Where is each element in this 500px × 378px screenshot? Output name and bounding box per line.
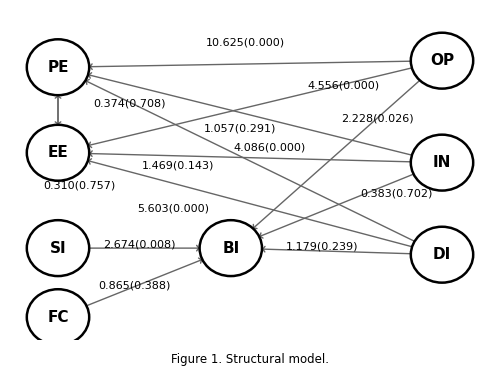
- Ellipse shape: [27, 39, 89, 95]
- Text: 0.374(0.708): 0.374(0.708): [94, 98, 166, 108]
- Ellipse shape: [411, 227, 473, 283]
- Text: EE: EE: [48, 145, 68, 160]
- Text: IN: IN: [433, 155, 451, 170]
- Ellipse shape: [27, 220, 89, 276]
- Text: 4.556(0.000): 4.556(0.000): [308, 81, 380, 90]
- Ellipse shape: [411, 135, 473, 191]
- Text: DI: DI: [433, 247, 451, 262]
- Text: 1.469(0.143): 1.469(0.143): [142, 161, 214, 171]
- Text: 2.228(0.026): 2.228(0.026): [341, 113, 414, 123]
- Ellipse shape: [27, 125, 89, 181]
- Text: SI: SI: [50, 241, 66, 256]
- Text: FC: FC: [47, 310, 69, 325]
- Text: 0.383(0.702): 0.383(0.702): [360, 189, 433, 199]
- Text: 5.603(0.000): 5.603(0.000): [137, 204, 209, 214]
- Text: 1.179(0.239): 1.179(0.239): [286, 242, 358, 251]
- Text: 0.310(0.757): 0.310(0.757): [44, 181, 116, 191]
- Ellipse shape: [200, 220, 262, 276]
- Text: PE: PE: [47, 60, 69, 75]
- Text: BI: BI: [222, 241, 240, 256]
- Text: 2.674(0.008): 2.674(0.008): [104, 240, 176, 250]
- Text: OP: OP: [430, 53, 454, 68]
- Ellipse shape: [411, 33, 473, 88]
- Text: 0.865(0.388): 0.865(0.388): [98, 281, 171, 291]
- Ellipse shape: [27, 289, 89, 345]
- Text: 1.057(0.291): 1.057(0.291): [204, 123, 277, 133]
- Text: Figure 1. Structural model.: Figure 1. Structural model.: [171, 353, 329, 366]
- Text: 4.086(0.000): 4.086(0.000): [233, 143, 306, 153]
- Text: 10.625(0.000): 10.625(0.000): [206, 37, 285, 48]
